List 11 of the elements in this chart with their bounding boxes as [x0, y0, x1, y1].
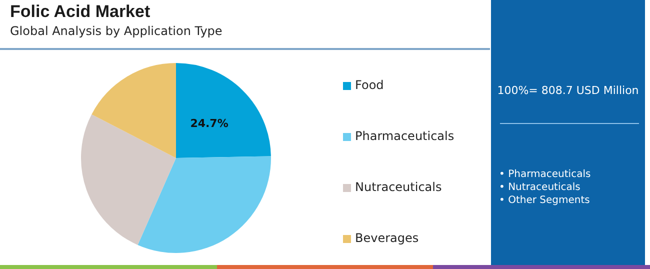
chart-title: Folic Acid Market [10, 2, 150, 22]
legend-label: Pharmaceuticals [354, 129, 454, 143]
legend-label: Nutraceuticals [354, 180, 442, 194]
text: 100%= 808.7 USD Million [496, 84, 640, 97]
data-label: 24.7% [190, 116, 228, 130]
legend-label: Food [354, 78, 384, 92]
legend-label: Beverages [354, 231, 419, 245]
text: • Pharmaceuticals [499, 169, 591, 180]
text: • Nutraceuticals [499, 182, 580, 193]
chart-subtitle: Global Analysis by Application Type [10, 24, 222, 38]
text: • Other Segments [499, 195, 590, 206]
